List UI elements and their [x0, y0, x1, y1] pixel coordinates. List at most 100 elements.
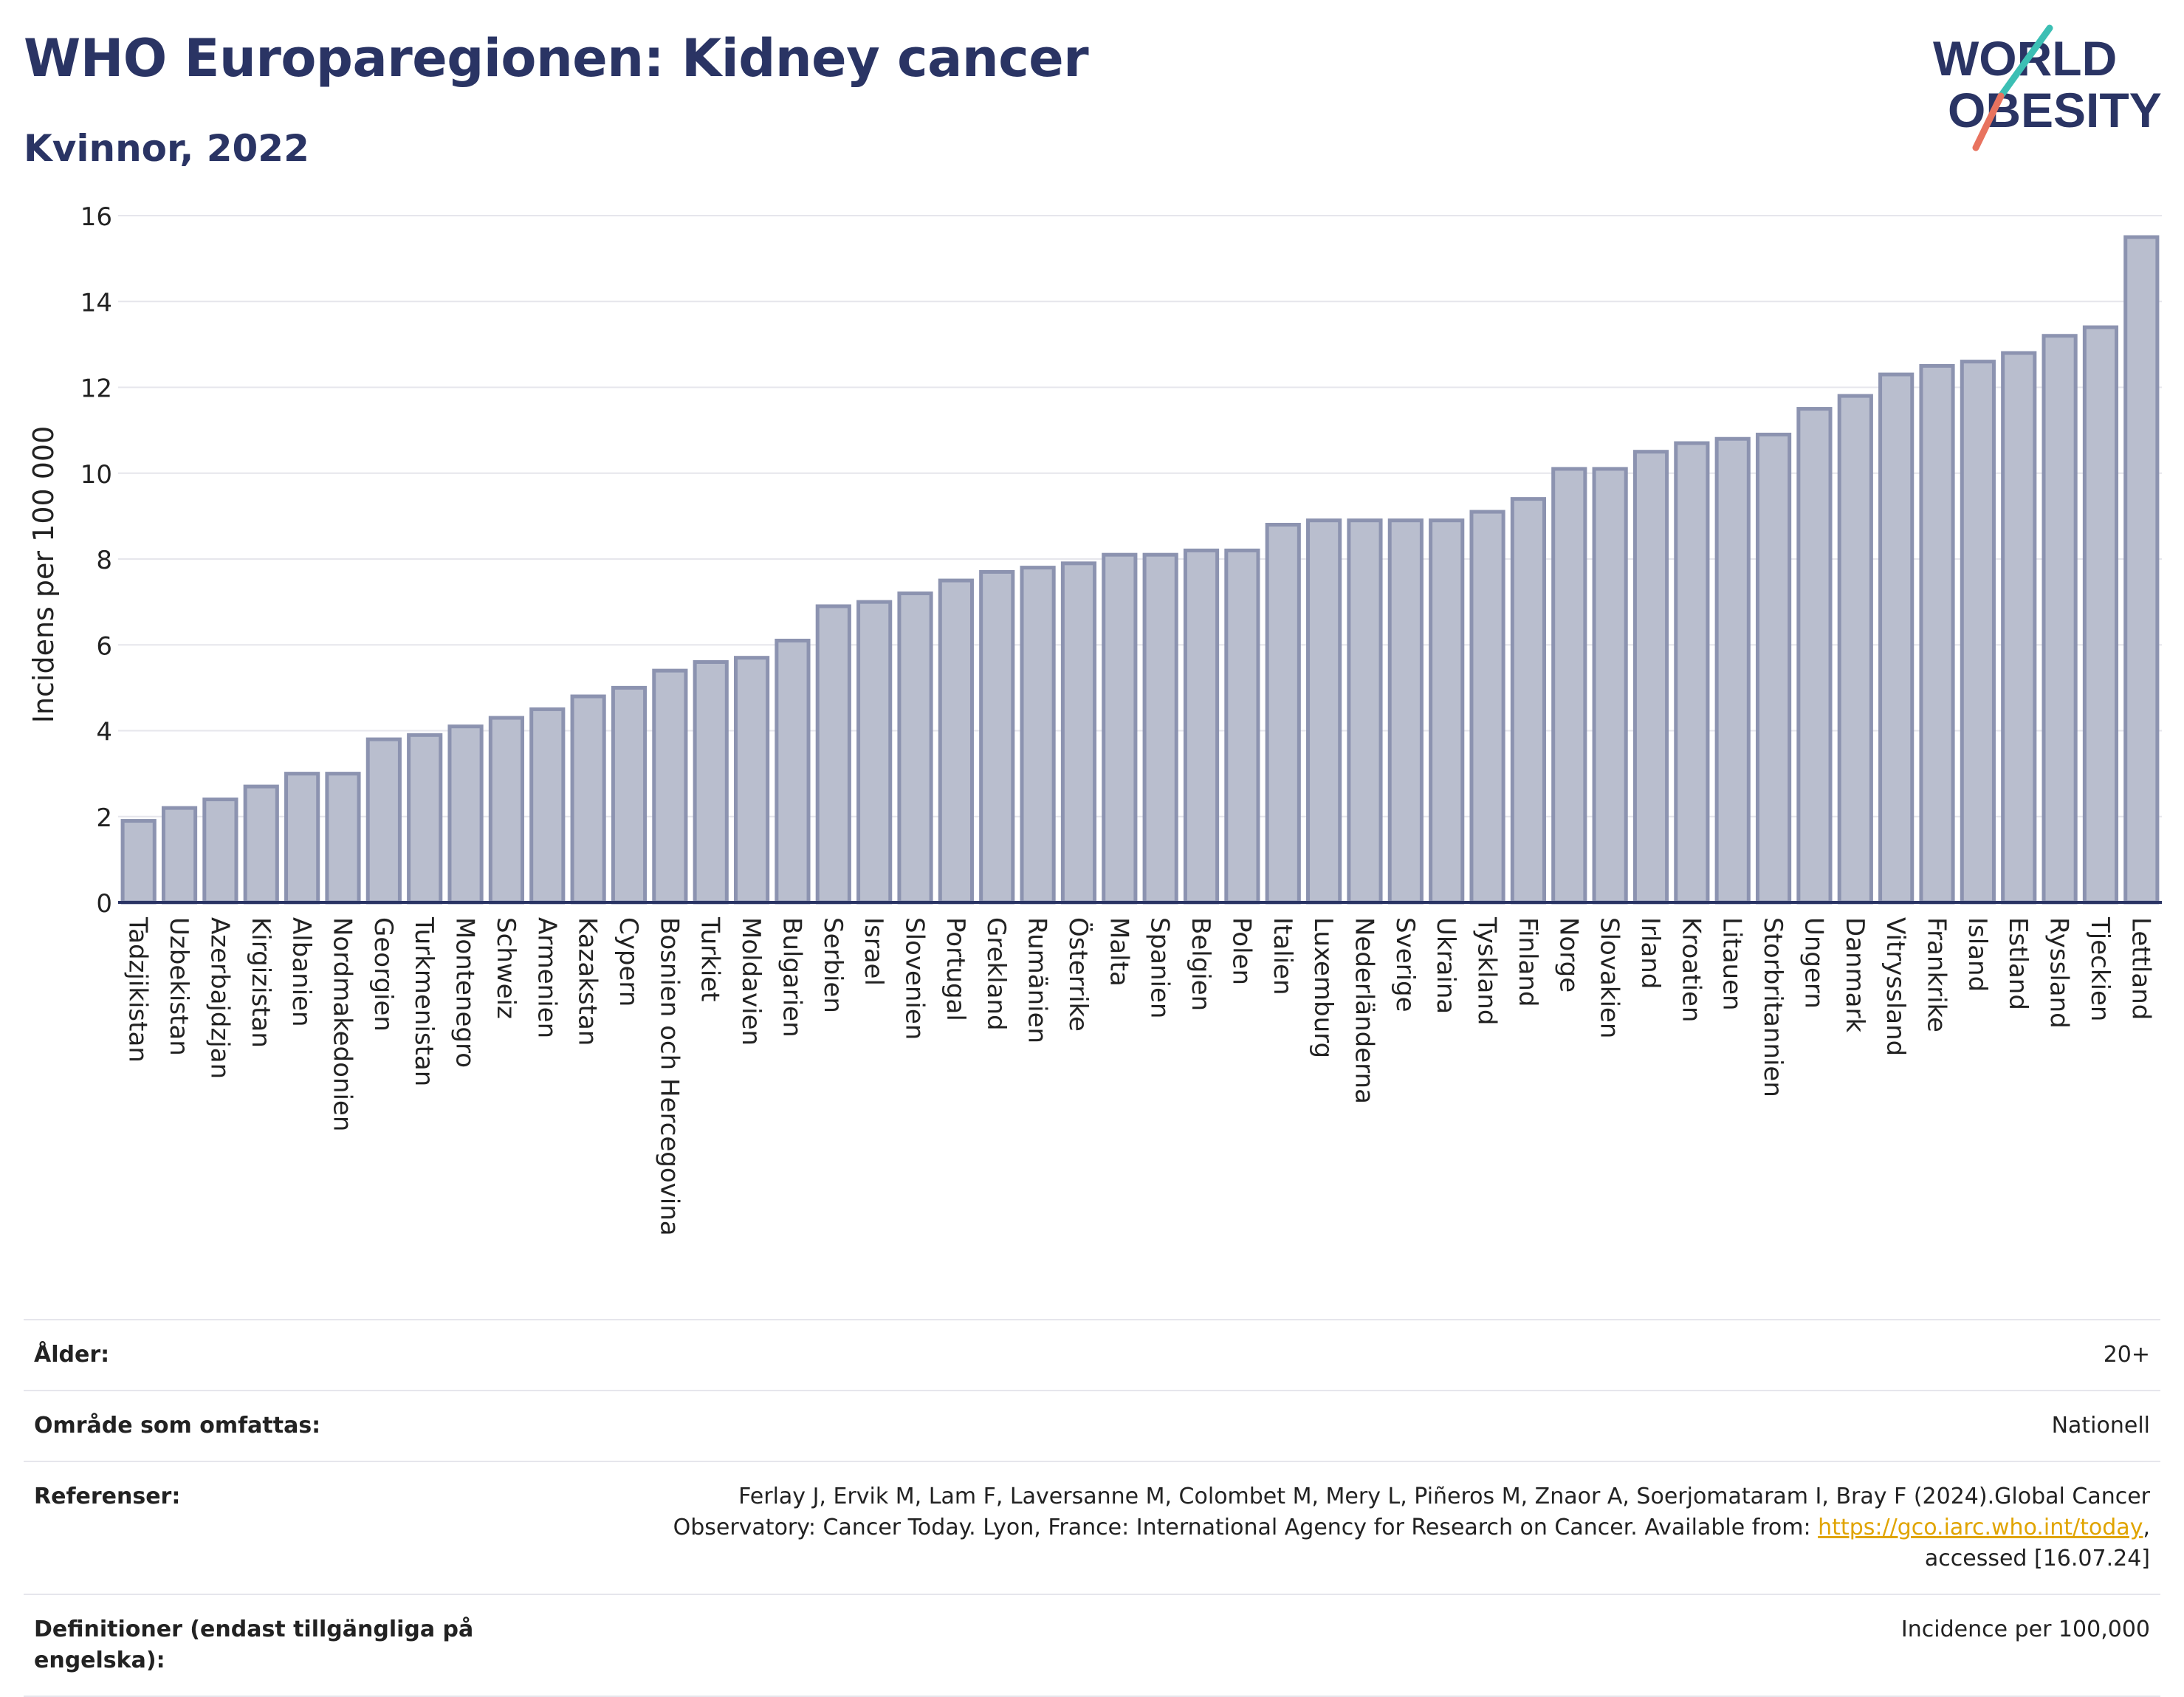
x-tick-label: Portugal [941, 917, 970, 1021]
bar [1183, 548, 1220, 905]
x-tick-label: Uzbekistan [164, 917, 193, 1056]
x-tick-label: Vitryssland [1881, 917, 1910, 1056]
bar [2123, 235, 2160, 905]
x-tick-label: Nordmakedonien [327, 917, 357, 1131]
bar [1020, 566, 1056, 905]
x-tick-labels: Tadzjikistan Uzbekistan Azerbajdzjan Kirgiz… [123, 916, 2156, 1236]
x-tick-label: Slovenien [900, 917, 930, 1040]
bar [529, 707, 566, 905]
bar [856, 600, 893, 905]
x-tick-label: Slovakien [1595, 917, 1624, 1038]
bar [488, 716, 525, 905]
bar [1347, 518, 1383, 905]
x-tick-label: Polen [1226, 917, 1256, 985]
references-line-3: accessed [16.07.24] [1924, 1546, 2150, 1571]
page-subtitle: Kvinnor, 2022 [24, 127, 309, 170]
bar [1674, 441, 1710, 905]
bar [1632, 450, 1669, 905]
bar [1837, 394, 1873, 905]
x-tick-label: Turkiet [696, 916, 725, 1002]
bar [1429, 518, 1465, 905]
x-tick-label: Cypern [614, 917, 643, 1007]
bar [1265, 523, 1301, 905]
x-tick-label: Bulgarien [777, 917, 806, 1038]
x-tick-label: Tjeckien [2085, 916, 2115, 1021]
bar [365, 737, 402, 905]
x-tick-label: Island [1962, 917, 1992, 992]
bar [1306, 518, 1342, 905]
metadata-table: Ålder: 20+ Område som omfattas: Nationel… [24, 1319, 2160, 1697]
bar [2042, 334, 2078, 905]
bar [1510, 497, 1547, 905]
bar [1551, 467, 1587, 905]
x-tick-label: Italien [1268, 917, 1297, 995]
x-tick-label: Bosnien och Hercegovina [654, 917, 684, 1236]
bar [1960, 360, 1996, 905]
bar [938, 578, 974, 905]
y-tick-label: 12 [80, 374, 112, 404]
references-link[interactable]: https://gco.iarc.who.int/today [1818, 1515, 2143, 1540]
bar [284, 772, 320, 905]
y-tick-labels: 0 2 4 6 8 10 12 14 16 [80, 202, 112, 919]
y-tick-label: 6 [96, 631, 112, 661]
y-tick-label: 16 [80, 202, 112, 232]
x-tick-label: Malta [1104, 917, 1133, 987]
age-value: 20+ [2103, 1342, 2150, 1368]
x-tick-label: Estland [2003, 917, 2033, 1010]
x-tick-label: Frankrike [1922, 917, 1951, 1032]
x-tick-label: Österrike [1063, 917, 1093, 1032]
x-tick-label: Tadzjikistan [123, 916, 153, 1063]
bar [1714, 436, 1751, 905]
x-tick-label: Moldavien [736, 917, 766, 1046]
bar [815, 604, 851, 905]
bar [1469, 510, 1505, 905]
y-tick-label: 8 [96, 546, 112, 575]
x-tick-label: Ryssland [2044, 917, 2074, 1029]
y-tick-label: 2 [96, 803, 112, 833]
bar [1755, 432, 1792, 905]
x-tick-label: Danmark [1840, 917, 1869, 1032]
bar [447, 724, 484, 905]
bar [407, 733, 443, 905]
area-value: Nationell [2051, 1413, 2150, 1439]
y-tick-label: 0 [96, 889, 112, 919]
bar [1142, 552, 1178, 905]
references-value: Ferlay J, Ervik M, Lam F, Laversanne M, … [506, 1481, 2150, 1574]
bar [202, 798, 238, 905]
x-tick-label: Azerbajdzjan [205, 917, 234, 1079]
meta-row-references: Referenser: Ferlay J, Ervik M, Lam F, La… [24, 1461, 2160, 1594]
x-tick-label: Belgien [1186, 917, 1215, 1011]
bar [1224, 548, 1260, 905]
bar [897, 592, 933, 905]
x-tick-label: Litauen [1717, 917, 1747, 1011]
x-tick-label: Spanien [1145, 917, 1175, 1018]
bar [693, 660, 729, 905]
x-tick-label: Finland [1513, 917, 1542, 1007]
x-tick-label: Israel [859, 917, 888, 986]
bar [325, 772, 361, 905]
x-tick-label: Irland [1635, 917, 1665, 989]
bar [1592, 467, 1628, 905]
definitions-label: Definitioner (endast tillgängliga på eng… [34, 1617, 474, 1673]
area-label: Område som omfattas: [34, 1413, 321, 1439]
x-tick-label: Schweiz [491, 917, 521, 1019]
meta-row-area: Område som omfattas: Nationell [24, 1390, 2160, 1461]
references-line-1: Ferlay J, Ervik M, Lam F, Laversanne M, … [738, 1484, 2150, 1509]
bar [570, 694, 606, 905]
x-tick-label: Armenien [532, 917, 561, 1038]
x-tick-label: Sverige [1390, 917, 1420, 1012]
world-obesity-logo: WORLD OBESITY [1933, 24, 2162, 151]
bar [120, 819, 157, 905]
age-label: Ålder: [34, 1342, 110, 1368]
x-tick-label: Luxemburg [1308, 917, 1338, 1058]
x-tick-label: Lettland [2126, 917, 2155, 1020]
x-tick-label: Georgien [368, 917, 398, 1032]
x-tick-label: Grekland [981, 917, 1011, 1031]
x-tick-label: Ungern [1799, 917, 1828, 1009]
x-tick-label: Turkmenistan [409, 916, 439, 1086]
bar-chart: 0 2 4 6 8 10 12 14 16 Tadzjikistan Uzbekistan Azer… [27, 202, 2162, 1236]
x-tick-label: Nederländerna [1349, 917, 1378, 1104]
bar [1919, 363, 1955, 905]
x-tick-label: Kazakstan [573, 917, 602, 1046]
y-axis-label: Incidens per 100 000 [27, 426, 60, 724]
